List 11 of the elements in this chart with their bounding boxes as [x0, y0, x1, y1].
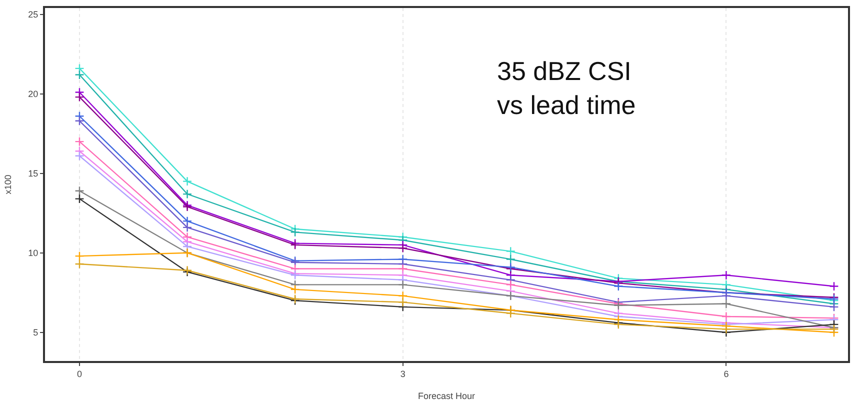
y-tick-label: 25: [28, 10, 38, 20]
annotation: 35 dBZ CSI vs lead time: [497, 56, 636, 120]
y-tick-label: 15: [28, 168, 38, 179]
y-tick-label: 10: [28, 248, 38, 258]
y-tick-label: 5: [33, 328, 38, 338]
y-axis-title: x100: [3, 174, 14, 194]
x-tick-label: 0: [76, 368, 82, 379]
x-tick-label: 6: [724, 368, 729, 379]
x-tick-label: 3: [400, 368, 406, 379]
y-tick-label: 20: [28, 89, 38, 100]
x-axis-title: Forecast Hour: [418, 391, 476, 402]
